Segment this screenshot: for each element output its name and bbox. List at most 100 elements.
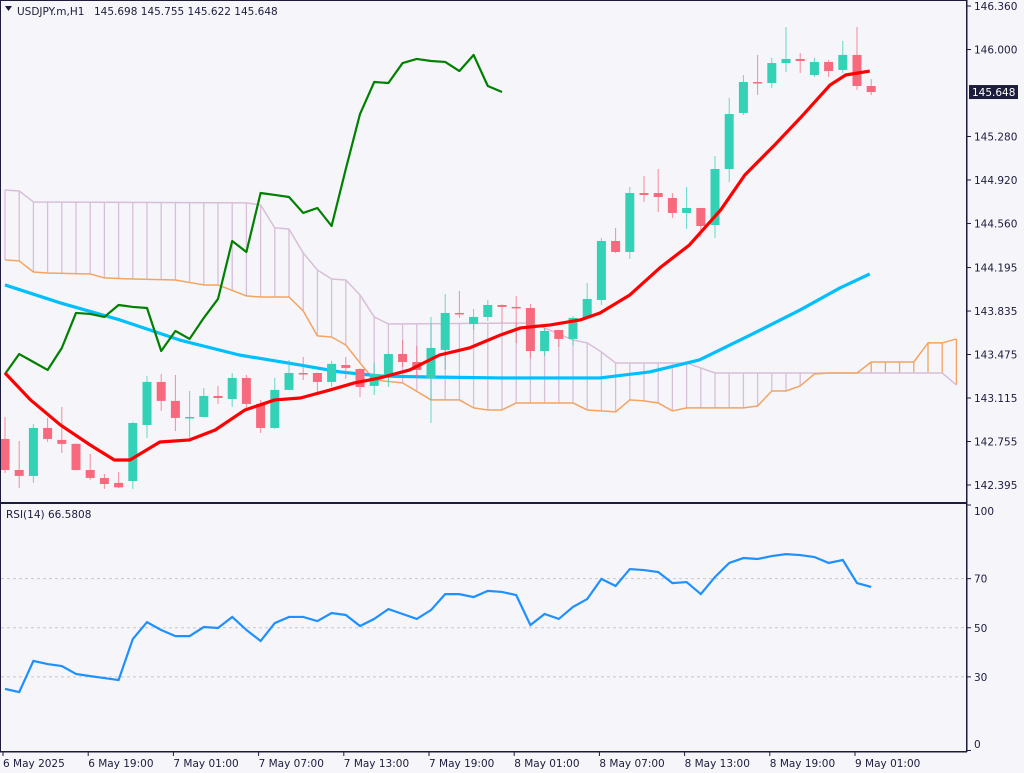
bullish-candle — [809, 57, 819, 77]
candle-body — [639, 193, 649, 195]
bullish-candle — [781, 27, 791, 72]
candle-body — [43, 427, 53, 439]
candle-body — [611, 240, 621, 252]
rsi-series — [4, 552, 872, 694]
bullish-candle — [128, 421, 138, 489]
candle-body — [341, 365, 351, 368]
candle-body — [667, 197, 677, 213]
candle-body — [696, 207, 706, 226]
rsi-tick-label: 70 — [974, 574, 987, 586]
time-tick-label: 7 May 13:00 — [344, 758, 409, 770]
time-tick-label: 9 May 01:00 — [855, 758, 920, 770]
bullish-candle — [199, 387, 209, 418]
price-tick-label: 142.755 — [974, 436, 1017, 448]
moving-average-lines — [3, 69, 871, 462]
candle-body — [270, 389, 280, 428]
candle-body — [28, 427, 38, 476]
time-tick-label: 6 May 2025 — [3, 758, 65, 770]
bullish-candle — [767, 57, 777, 88]
candle-body — [724, 114, 734, 169]
candle-body — [227, 377, 237, 399]
time-tick-label: 8 May 19:00 — [770, 758, 835, 770]
bullish-candle — [625, 186, 635, 259]
bullish-candle — [682, 186, 692, 230]
candle-body — [241, 377, 251, 404]
bearish-candle — [312, 372, 322, 392]
bearish-candle — [170, 374, 180, 431]
bearish-candle — [852, 27, 862, 90]
candle-body — [809, 61, 819, 76]
price-tick-label: 144.920 — [974, 175, 1017, 187]
candle-body — [511, 306, 521, 309]
candle-body — [355, 369, 365, 388]
time-tick-label: 6 May 19:00 — [88, 758, 153, 770]
candle-body — [753, 82, 763, 84]
bullish-candle — [596, 237, 606, 305]
bullish-candle — [838, 40, 848, 73]
candle-body — [525, 308, 535, 352]
candle-body — [327, 363, 337, 382]
bullish-candle — [270, 377, 280, 429]
candle-body — [596, 240, 606, 300]
candle-body — [454, 312, 464, 315]
candle-body — [71, 443, 81, 470]
chikou-span-line — [4, 53, 503, 375]
rsi-line — [4, 552, 872, 694]
candle-body — [469, 316, 479, 324]
bearish-candle — [525, 304, 535, 359]
current-price-tag: 145.648 — [969, 85, 1018, 100]
bearish-candle — [653, 168, 663, 212]
candle-body — [156, 381, 166, 401]
bearish-candle — [43, 417, 53, 442]
candle-body — [738, 82, 748, 113]
bearish-candle — [14, 441, 24, 488]
bearish-candle — [1, 416, 10, 474]
candle-body — [14, 469, 24, 476]
bullish-candle — [540, 327, 550, 356]
bullish-candle — [440, 294, 450, 370]
candle-body — [625, 193, 635, 252]
symbol-timeframe: USDJPY.m,H1 — [17, 6, 84, 18]
rsi-label: RSI(14) 66.5808 — [6, 509, 91, 521]
candle-body — [142, 381, 152, 425]
senkou-span-b-line — [4, 259, 957, 413]
rsi-tick-label: 0 — [974, 739, 981, 751]
bearish-candle — [795, 53, 805, 73]
bullish-candle — [327, 360, 337, 388]
candle-body — [426, 347, 436, 378]
candle-body — [99, 477, 109, 485]
rsi-axis: 100 70 50 30 0 — [967, 504, 994, 751]
bearish-candle — [511, 295, 521, 343]
candle-body — [653, 193, 663, 198]
time-tick-label: 7 May 01:00 — [173, 758, 238, 770]
candle-body — [85, 469, 95, 478]
price-axis[interactable]: 146.360 146.000 145.280 144.920 144.560 144.1… — [966, 0, 1017, 752]
current-price-label: 145.648 — [972, 87, 1015, 99]
candle-body — [497, 304, 507, 307]
chart-header: USDJPY.m,H1 145.698 145.755 145.622 145.… — [5, 6, 278, 18]
bullish-candle — [142, 376, 152, 438]
time-tick-label: 8 May 13:00 — [685, 758, 750, 770]
candle-body — [199, 395, 209, 417]
bearish-candle — [639, 175, 649, 202]
rsi-tick-label: 100 — [974, 506, 994, 518]
bearish-candle — [753, 54, 763, 95]
candle-body — [383, 354, 393, 377]
dropdown-triangle-icon[interactable] — [5, 6, 12, 11]
price-tick-label: 142.395 — [974, 480, 1017, 492]
candle-body — [781, 58, 791, 64]
bearish-candle — [667, 193, 677, 219]
bearish-candle — [71, 443, 81, 471]
candle-body — [838, 54, 848, 70]
ichimoku-cloud — [4, 189, 958, 413]
bearish-candle — [114, 471, 124, 488]
bullish-candle — [227, 372, 237, 407]
time-axis[interactable]: 6 May 2025 6 May 19:00 7 May 01:00 7 May 07… — [0, 751, 967, 770]
time-tick-label: 8 May 01:00 — [514, 758, 579, 770]
bullish-candle — [710, 155, 720, 238]
price-tick-label: 145.280 — [974, 131, 1017, 143]
bullish-candle — [483, 299, 493, 321]
candle-body — [170, 400, 180, 418]
candle-body — [710, 168, 720, 226]
